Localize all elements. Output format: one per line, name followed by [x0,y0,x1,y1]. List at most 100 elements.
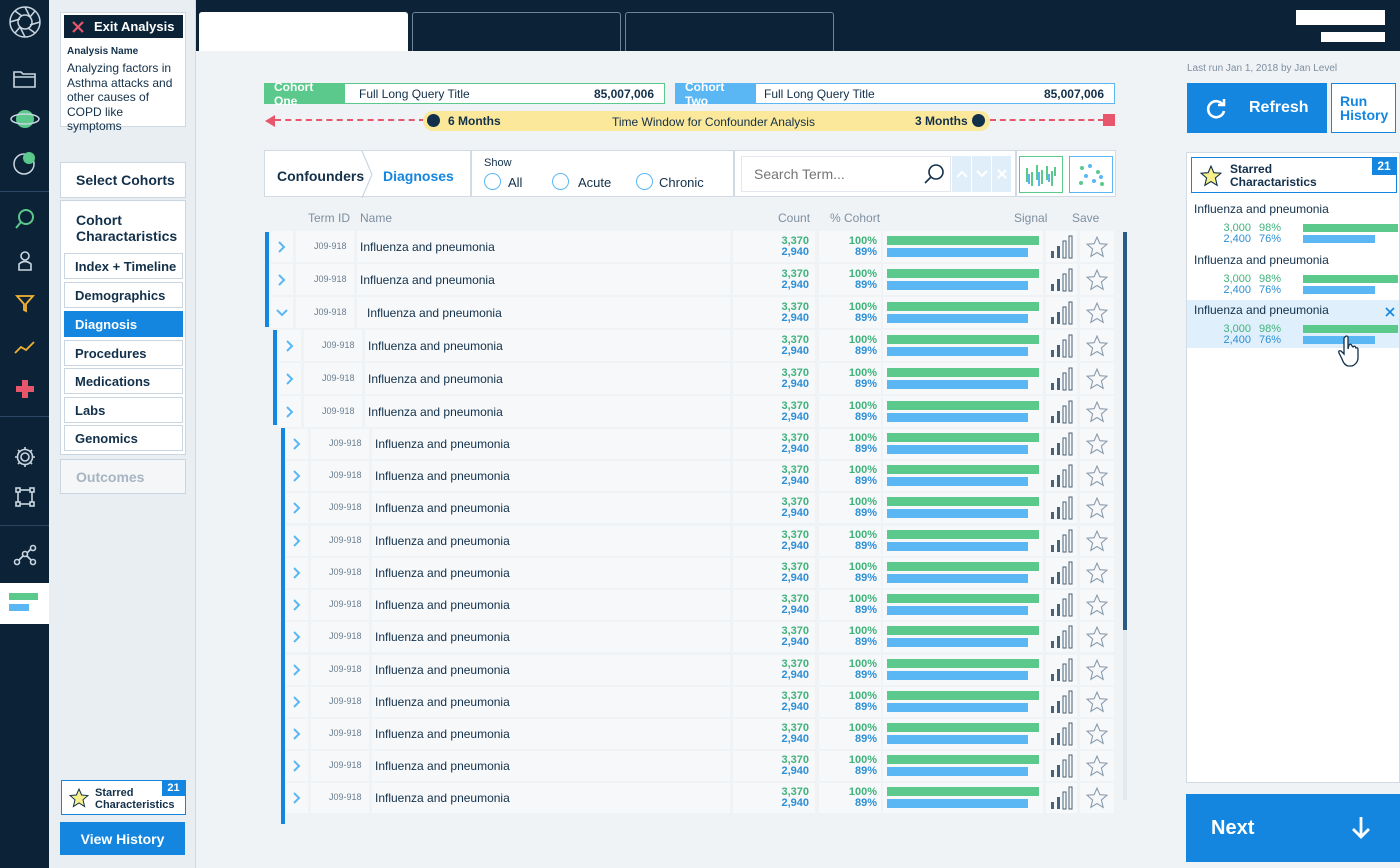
select-cohorts-button[interactable]: Select Cohorts [60,162,186,198]
row-expand-toggle[interactable] [279,330,301,361]
save-star-button[interactable] [1080,330,1114,361]
row-expand-toggle[interactable] [286,655,308,685]
row-expand-toggle[interactable] [286,622,308,652]
signal-cell[interactable] [1046,297,1077,328]
row-expand-toggle[interactable] [286,751,308,781]
refresh-button[interactable]: Refresh [1187,83,1327,133]
medical-cross-icon[interactable] [0,367,49,411]
signal-cell[interactable] [1046,590,1077,620]
starred-item[interactable]: Influenza and pneumonia 3,000 98% 2,400 … [1187,300,1399,348]
filter-icon[interactable] [0,281,49,325]
save-star-button[interactable] [1080,622,1114,652]
signal-cell[interactable] [1046,719,1077,749]
save-star-button[interactable] [1080,719,1114,749]
gear-icon[interactable] [0,435,49,479]
save-star-button[interactable] [1080,396,1114,427]
cohort-one-box[interactable]: Cohort One Full Long Query Title 85,007,… [264,80,665,108]
search-prev-button[interactable] [952,156,971,192]
search-clear-button[interactable] [992,156,1011,192]
search-next-button[interactable] [972,156,991,192]
signal-cell[interactable] [1046,264,1077,295]
starred-panel-header[interactable]: Starred Charactaristics 21 [1191,157,1397,193]
row-expand-toggle[interactable] [271,297,293,328]
tab-active[interactable] [199,12,408,51]
signal-cell[interactable] [1046,622,1077,652]
header-count[interactable]: Count [778,211,811,225]
signal-cell[interactable] [1046,330,1077,361]
row-expand-toggle[interactable] [286,558,308,588]
table-scrollbar-thumb[interactable] [1123,232,1127,630]
outcomes-button[interactable]: Outcomes [60,459,186,494]
tab-2[interactable] [412,12,621,51]
save-star-button[interactable] [1080,363,1114,394]
radio-acute[interactable] [552,173,569,190]
search-icon[interactable] [0,197,49,241]
radio-all[interactable] [484,173,501,190]
save-star-button[interactable] [1080,655,1114,685]
header-signal[interactable]: Signal [1014,211,1048,225]
signal-cell[interactable] [1046,363,1077,394]
header-save[interactable]: Save [1072,211,1100,225]
bar-signal-view-button[interactable] [1019,156,1063,193]
next-button[interactable]: Next [1186,794,1400,862]
save-star-button[interactable] [1080,297,1114,328]
breadcrumb-diagnoses[interactable]: Diagnoses [383,168,454,184]
nav-demographics[interactable]: Demographics [64,282,183,308]
starred-item[interactable]: Influenza and pneumonia 3,000 98% 2,400 … [1187,199,1399,247]
exit-analysis-button[interactable]: Exit Analysis [64,15,183,38]
row-expand-toggle[interactable] [286,429,308,459]
signal-cell[interactable] [1046,783,1077,813]
timeline-right-handle[interactable] [972,114,985,127]
nav-index-timeline[interactable]: Index + Timeline [64,253,183,279]
row-expand-toggle[interactable] [286,590,308,620]
save-star-button[interactable] [1080,493,1114,523]
starred-characteristics-button[interactable]: Starred Characteristics 21 [61,780,186,815]
search-input[interactable] [741,156,951,192]
row-expand-toggle[interactable] [279,363,301,394]
save-star-button[interactable] [1080,231,1114,262]
cohort-two-box[interactable]: Cohort Two Full Long Query Title 85,007,… [675,80,1115,108]
row-expand-toggle[interactable] [286,526,308,556]
save-star-button[interactable] [1080,526,1114,556]
nav-diagnosis[interactable]: Diagnosis [64,311,183,337]
nav-procedures[interactable]: Procedures [64,340,183,366]
search-icon[interactable] [923,163,945,190]
row-expand-toggle[interactable] [286,493,308,523]
signal-cell[interactable] [1046,655,1077,685]
header-name[interactable]: Name [360,211,393,225]
signal-cell[interactable] [1046,396,1077,427]
row-expand-toggle[interactable] [271,231,293,262]
aperture-logo-icon[interactable] [0,0,49,44]
save-star-button[interactable] [1080,264,1114,295]
nav-genomics[interactable]: Genomics [64,425,183,451]
signal-cell[interactable] [1046,429,1077,459]
signal-cell[interactable] [1046,461,1077,491]
run-history-button[interactable]: Run History [1331,83,1396,133]
globe-orbit-icon[interactable] [0,97,49,141]
row-expand-toggle[interactable] [286,687,308,717]
timeline-left-handle[interactable] [427,114,440,127]
save-star-button[interactable] [1080,461,1114,491]
network-icon[interactable] [0,533,49,577]
header-cohort-pct[interactable]: % Cohort [830,211,881,225]
row-expand-toggle[interactable] [286,719,308,749]
signal-cell[interactable] [1046,526,1077,556]
comparison-view-tab[interactable] [0,583,49,624]
scatter-view-button[interactable] [1069,156,1113,193]
header-term-id[interactable]: Term ID [308,211,350,225]
save-star-button[interactable] [1080,783,1114,813]
starred-item[interactable]: Influenza and pneumonia 3,000 98% 2,400 … [1187,250,1399,298]
crop-frame-icon[interactable] [0,475,49,519]
signal-cell[interactable] [1046,558,1077,588]
row-expand-toggle[interactable] [286,461,308,491]
radio-chronic[interactable] [636,173,653,190]
user-name-block[interactable] [1296,10,1385,25]
save-star-button[interactable] [1080,687,1114,717]
view-history-button[interactable]: View History [60,822,185,855]
save-star-button[interactable] [1080,558,1114,588]
person-icon[interactable] [0,239,49,283]
save-star-button[interactable] [1080,590,1114,620]
save-star-button[interactable] [1080,751,1114,781]
row-expand-toggle[interactable] [279,396,301,427]
globe-pin-icon[interactable] [0,141,49,185]
